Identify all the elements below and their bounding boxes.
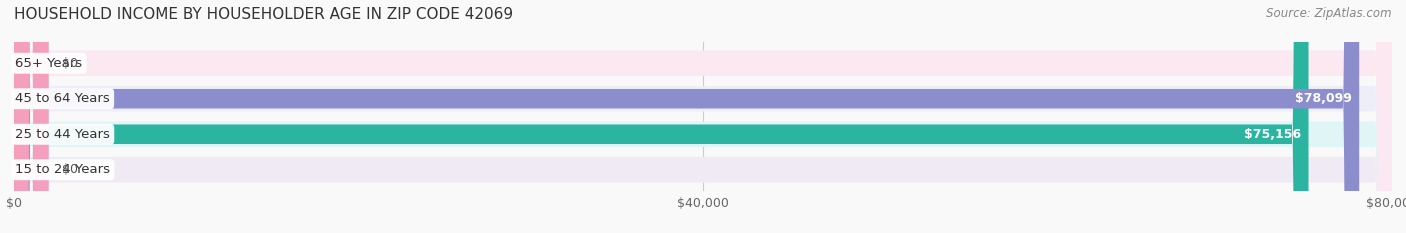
Text: HOUSEHOLD INCOME BY HOUSEHOLDER AGE IN ZIP CODE 42069: HOUSEHOLD INCOME BY HOUSEHOLDER AGE IN Z…	[14, 7, 513, 22]
Text: $0: $0	[62, 163, 79, 176]
Text: 15 to 24 Years: 15 to 24 Years	[15, 163, 111, 176]
FancyBboxPatch shape	[14, 0, 48, 233]
FancyBboxPatch shape	[14, 0, 48, 233]
FancyBboxPatch shape	[14, 0, 1392, 233]
Text: $75,156: $75,156	[1244, 128, 1302, 141]
FancyBboxPatch shape	[14, 0, 1360, 233]
FancyBboxPatch shape	[14, 0, 1392, 233]
Text: 45 to 64 Years: 45 to 64 Years	[15, 92, 110, 105]
Text: 65+ Years: 65+ Years	[15, 57, 83, 70]
Text: $0: $0	[62, 57, 79, 70]
FancyBboxPatch shape	[14, 0, 1392, 233]
Text: Source: ZipAtlas.com: Source: ZipAtlas.com	[1267, 7, 1392, 20]
Text: $78,099: $78,099	[1295, 92, 1353, 105]
FancyBboxPatch shape	[14, 0, 1392, 233]
FancyBboxPatch shape	[14, 0, 1309, 233]
Text: 25 to 44 Years: 25 to 44 Years	[15, 128, 110, 141]
